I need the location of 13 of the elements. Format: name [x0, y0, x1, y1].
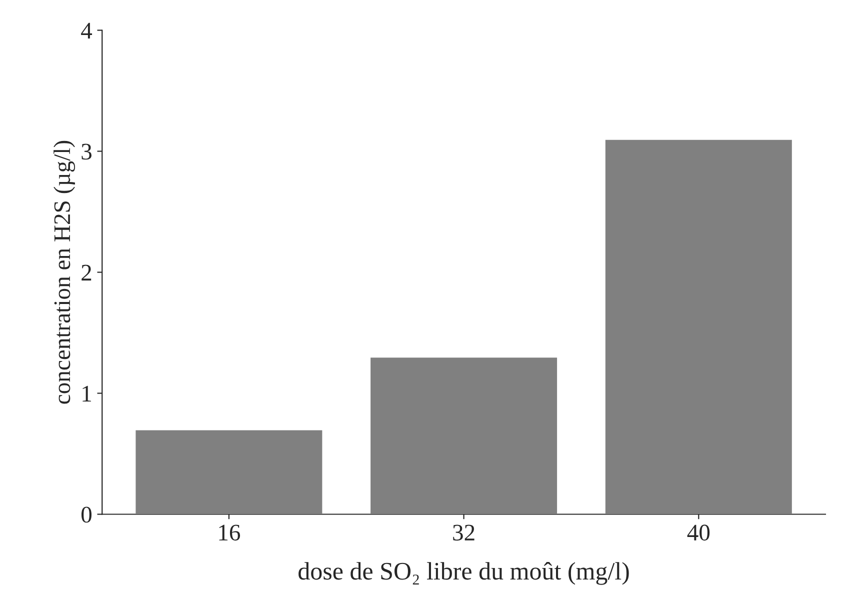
y-tick-label: 1	[82, 386, 91, 402]
bar	[604, 138, 794, 514]
x-tick-label: 32	[453, 524, 474, 541]
bar	[369, 356, 558, 514]
y-tick-label: 3	[82, 144, 92, 160]
y-tick-label: 2	[82, 264, 92, 280]
x-axis-title: dose de SO₂ libre du moût (mg/l)	[298, 562, 629, 585]
x-tick-label: 16	[219, 524, 240, 541]
y-tick-label: 0	[81, 506, 92, 523]
x-tick-label: 40	[687, 524, 710, 541]
y-axis-title: concentration en H2S (µg/l)	[54, 140, 76, 404]
bar	[134, 428, 324, 514]
y-tick-label: 4	[81, 22, 92, 38]
